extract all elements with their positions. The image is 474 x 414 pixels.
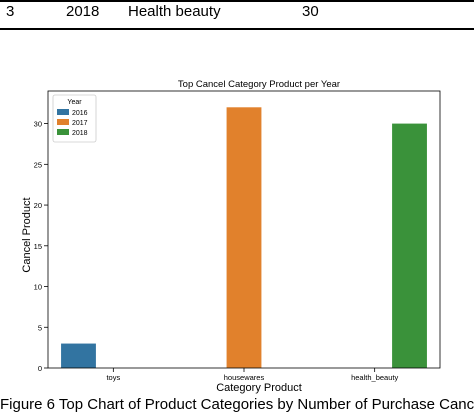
y-tick-label: 30: [34, 120, 42, 129]
x-tick-label: housewares: [224, 373, 265, 382]
table-row: 3 2018 Health beauty 30: [0, 0, 474, 30]
y-tick-label: 10: [34, 283, 42, 292]
legend-swatch-2018: [57, 129, 69, 135]
chart-title: Top Cancel Category Product per Year: [178, 79, 340, 90]
table-top-rule: [0, 0, 474, 2]
legend-label-2017: 2017: [72, 120, 88, 127]
bar-2018-health_beauty: [392, 123, 427, 369]
table-cell-value: 30: [302, 3, 319, 20]
table-cell-category: Health beauty: [128, 3, 221, 20]
y-tick-label: 25: [34, 160, 42, 169]
table-cell-year: 2018: [66, 3, 100, 20]
legend-label-2016: 2016: [72, 110, 88, 117]
y-tick-label: 5: [38, 323, 42, 332]
figure-caption: Figure 6 Top Chart of Product Categories…: [0, 396, 474, 413]
legend-title: Year: [67, 99, 82, 106]
x-tick-label: toys: [106, 373, 120, 382]
bar-2016-toys: [61, 343, 96, 368]
y-tick-label: 0: [38, 364, 42, 373]
legend-swatch-2017: [57, 119, 69, 125]
table-bottom-rule: [0, 28, 474, 30]
x-tick-label: health_beauty: [351, 373, 398, 382]
legend-label-2018: 2018: [72, 130, 88, 137]
y-axis-label: Cancel Product: [21, 197, 33, 272]
bar-2017-housewares: [226, 107, 262, 368]
y-tick-label: 15: [34, 242, 42, 251]
table-cell-index: 3: [6, 3, 15, 20]
y-tick-label: 20: [34, 201, 42, 210]
x-axis-label: Category Product: [216, 382, 302, 394]
legend-swatch-2016: [57, 109, 69, 115]
